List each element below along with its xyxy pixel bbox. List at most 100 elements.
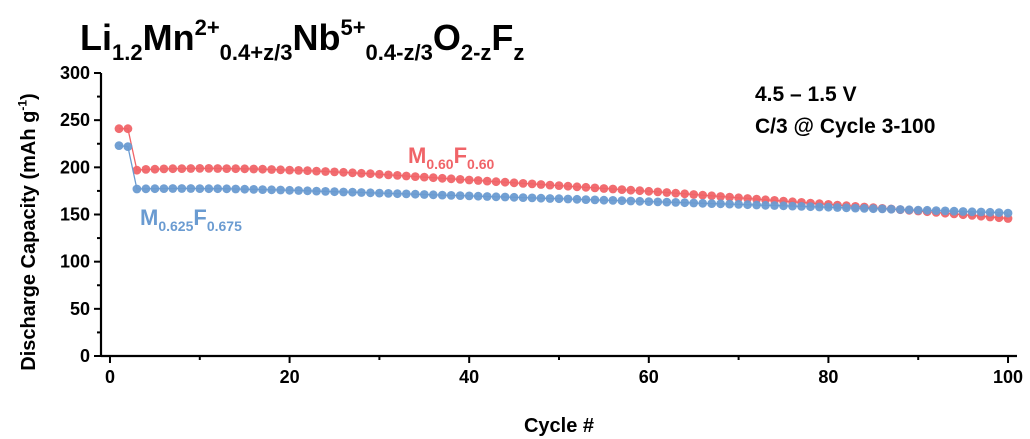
data-point [617,196,627,206]
data-point [276,185,285,195]
series-label-part: 0.675 [207,218,242,234]
data-point [779,201,788,211]
data-point [698,198,708,208]
data-point [348,187,357,197]
data-point [303,166,312,176]
y-tick-label: 100 [60,252,90,272]
x-tick-label: 60 [639,367,659,387]
series-line [119,128,1009,220]
data-point [680,198,690,208]
data-point [662,197,672,207]
y-axis-title-part: -1 [16,100,30,111]
series-label-part: M [140,205,158,230]
data-point [635,196,645,206]
data-point [913,205,923,215]
data-point [258,164,267,174]
data-point [141,165,151,174]
data-point [114,141,124,151]
data-point [482,176,492,186]
data-point [752,200,761,210]
data-point [294,186,303,195]
y-tick-label: 200 [60,157,90,177]
data-point [770,201,779,210]
data-point [428,190,438,200]
data-point [231,184,241,194]
data-point [446,191,456,200]
data-point [707,199,717,209]
data-point [186,164,196,173]
data-point [428,173,438,183]
series-label-part: 0.60 [426,156,453,172]
series-label-part: 0.60 [467,156,494,172]
y-tick-label: 150 [60,205,90,225]
x-tick-label: 40 [459,367,479,387]
data-point [922,205,932,215]
data-point [608,196,618,205]
data-point [554,181,564,191]
y-tick-label: 0 [80,346,90,366]
y-axis-title-part: Discharge Capacity (mAh g [18,111,40,371]
data-point [895,205,905,214]
data-point [590,183,600,193]
data-point [177,164,187,174]
data-point [527,179,537,189]
data-point [437,190,447,200]
chart-title-part: Mn [143,17,195,58]
data-point [518,193,528,203]
data-point [195,184,205,194]
series-label-part: M [408,143,426,168]
chart-title-part: Li [80,17,112,58]
data-point [267,165,276,174]
data-point [141,184,151,194]
data-point [680,189,690,199]
data-point [455,191,465,201]
data-point [518,179,528,188]
data-point [698,190,708,200]
data-point [491,192,501,202]
series-0 [114,124,1013,223]
data-point [626,185,636,195]
data-point [330,187,339,197]
data-point [563,181,573,191]
y-tick-label: 50 [70,299,90,319]
data-point [608,184,618,194]
data-point [1003,208,1013,218]
data-point [985,207,995,217]
data-point [644,186,654,196]
data-point [949,206,959,216]
data-point [842,203,851,213]
chart-title: Li1.2Mn2+0.4+z/3Nb5+0.4-z/3O2-zFz [80,15,524,65]
data-point [339,187,348,197]
data-point [509,178,519,188]
data-point [536,193,546,203]
data-point [330,167,339,177]
data-point [276,165,285,175]
data-point [904,205,914,215]
data-point [563,194,573,204]
data-point [168,184,178,193]
data-point [581,195,591,205]
data-point [824,202,833,212]
data-point [446,174,456,184]
data-point [994,208,1004,218]
data-point [545,194,555,203]
data-point [384,189,393,198]
data-point [464,175,474,185]
data-point [725,192,734,202]
data-point [509,192,519,202]
data-point [312,186,321,196]
series-label-part: F [454,143,467,168]
data-point [285,185,294,195]
data-point [572,182,582,192]
data-point [662,188,672,197]
data-point [294,166,303,175]
data-point [339,167,348,177]
data-point [626,196,636,206]
data-point [222,184,232,194]
data-point [500,177,510,187]
chart-title-part: 5+ [340,15,365,40]
data-point [644,197,654,207]
data-point [132,184,142,194]
data-point [886,204,896,214]
data-point [806,202,815,212]
